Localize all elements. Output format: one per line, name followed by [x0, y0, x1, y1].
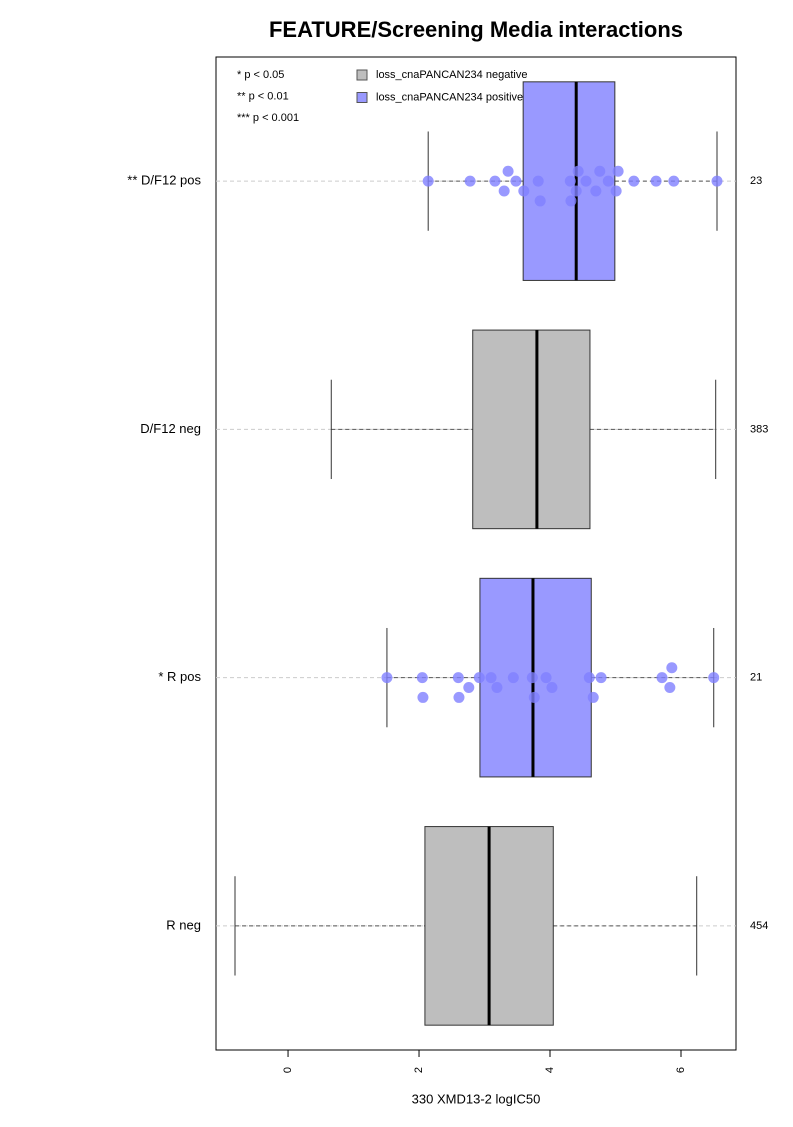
data-point — [507, 672, 519, 684]
count-label: 454 — [750, 920, 768, 932]
box — [472, 329, 591, 530]
data-point — [518, 185, 530, 197]
data-point — [580, 175, 592, 187]
data-point — [510, 175, 522, 187]
data-point — [485, 672, 497, 684]
category-label: D/F12 neg — [140, 421, 201, 436]
data-point — [656, 672, 668, 684]
x-tick-label: 6 — [675, 1067, 687, 1073]
data-point — [534, 195, 546, 207]
data-point — [452, 672, 464, 684]
data-point — [381, 672, 393, 684]
data-point — [595, 672, 607, 684]
data-point — [464, 175, 476, 187]
data-point — [498, 185, 510, 197]
data-point — [422, 175, 434, 187]
data-point — [610, 185, 622, 197]
data-point — [417, 691, 429, 703]
data-point — [416, 672, 428, 684]
significance-note: *** p < 0.001 — [237, 112, 299, 124]
x-tick-label: 2 — [413, 1067, 425, 1073]
data-point — [526, 672, 538, 684]
legend-label: loss_cnaPANCAN234 positive — [376, 91, 523, 103]
category-label: R neg — [166, 917, 201, 932]
data-point — [602, 175, 614, 187]
data-point — [594, 165, 606, 177]
x-tick-label: 0 — [282, 1067, 294, 1073]
data-point — [473, 672, 485, 684]
data-point — [546, 682, 558, 694]
legend-swatch — [356, 69, 368, 81]
data-point — [650, 175, 662, 187]
data-point — [463, 682, 475, 694]
data-point — [711, 175, 723, 187]
plot-frame — [215, 56, 737, 1051]
data-point — [587, 691, 599, 703]
legend-swatch — [356, 92, 368, 103]
data-point — [540, 672, 552, 684]
data-point — [570, 185, 582, 197]
chart-title: FEATURE/Screening Media interactions — [269, 17, 683, 42]
data-point — [664, 682, 676, 694]
data-point — [532, 175, 544, 187]
data-point — [502, 165, 514, 177]
category-label: ** D/F12 pos — [127, 173, 201, 188]
significance-note: * p < 0.05 — [237, 69, 284, 81]
data-point — [708, 672, 720, 684]
data-point — [583, 672, 595, 684]
data-point — [572, 165, 584, 177]
x-tick-label: 4 — [544, 1067, 556, 1073]
count-label: 23 — [750, 175, 762, 187]
data-point — [590, 185, 602, 197]
data-point — [453, 691, 465, 703]
data-point — [489, 175, 501, 187]
x-axis-label: 330 XMD13-2 logIC50 — [412, 1091, 541, 1106]
count-label: 383 — [750, 423, 768, 435]
data-point — [612, 165, 624, 177]
legend-label: loss_cnaPANCAN234 negative — [376, 69, 527, 81]
data-point — [565, 195, 577, 207]
data-point — [491, 682, 503, 694]
category-label: * R pos — [158, 669, 201, 684]
data-point — [528, 691, 540, 703]
data-point — [628, 175, 640, 187]
data-point — [668, 175, 680, 187]
count-label: 21 — [750, 672, 762, 684]
data-point — [666, 662, 678, 674]
significance-note: ** p < 0.01 — [237, 90, 289, 102]
data-point — [564, 175, 576, 187]
